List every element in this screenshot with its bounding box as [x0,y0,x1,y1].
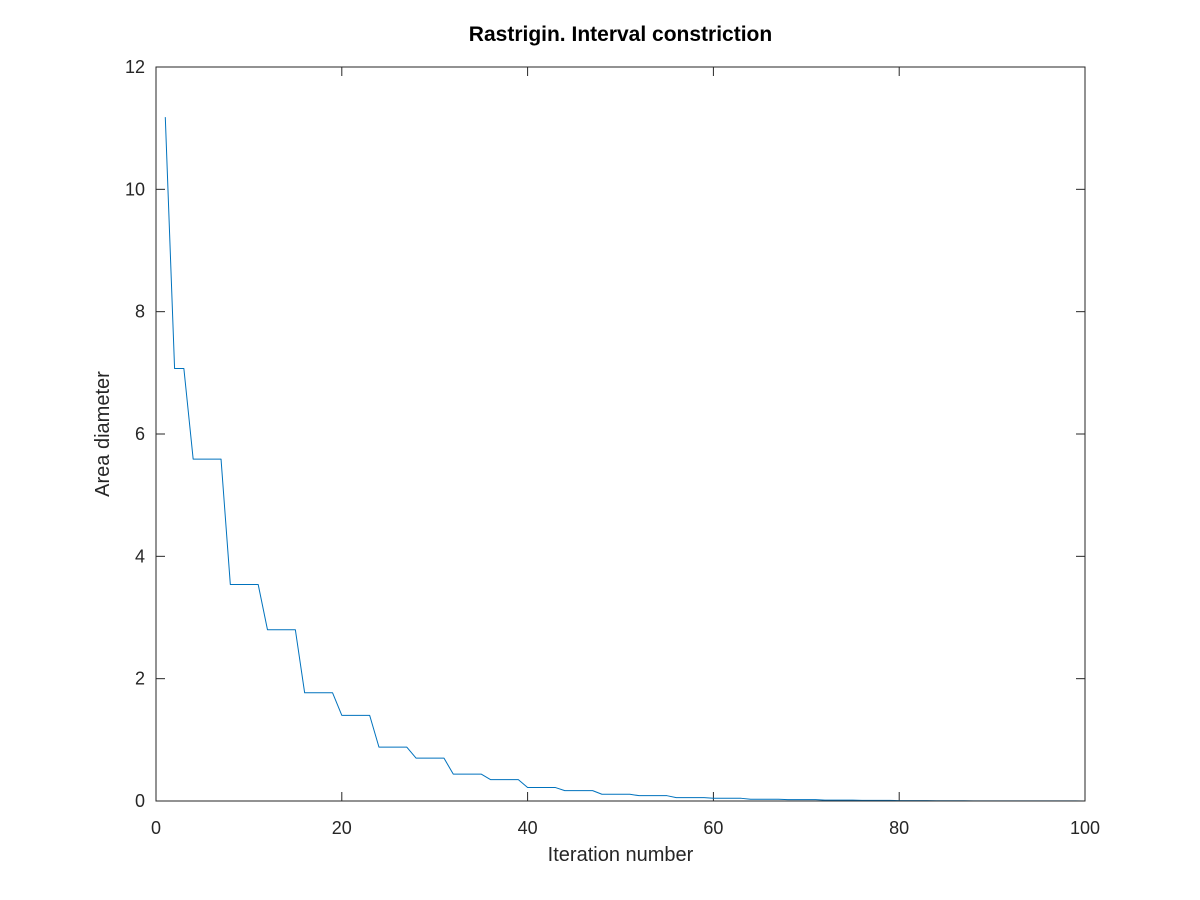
axes-box [155,66,1086,802]
y-tick-label: 8 [135,302,145,322]
y-tick-label: 6 [135,424,145,444]
x-tick-label: 100 [1070,818,1100,838]
x-axis-label: Iteration number [548,844,694,866]
tick-labels: 0 20 40 60 80 100 0 2 4 6 8 10 12 [125,57,1100,838]
x-tick-label: 20 [332,818,352,838]
y-tick-label: 4 [135,546,145,566]
y-tick-label: 0 [135,791,145,811]
y-tick-label: 10 [125,179,145,199]
x-tick-label: 60 [703,818,723,838]
plot-area [156,67,1085,801]
x-tick-label: 40 [518,818,538,838]
chart-title: Rastrigin. Interval constriction [469,23,772,46]
y-tick-label: 12 [125,57,145,77]
y-tick-label: 2 [135,669,145,689]
x-tick-label: 80 [889,818,909,838]
y-axis-label: Area diameter [92,371,114,497]
x-tick-label: 0 [151,818,161,838]
